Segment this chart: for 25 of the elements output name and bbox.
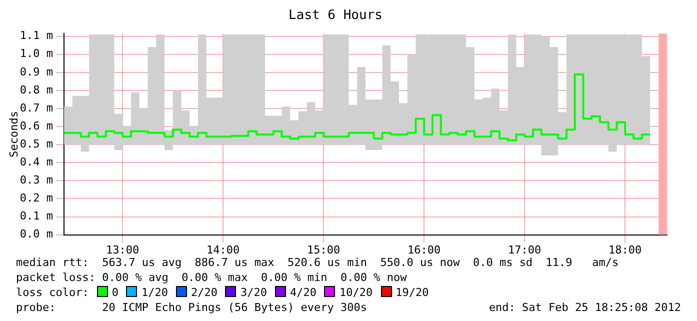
text: probe: 20 ICMP Echo Pings (56 Bytes) every 300s [16, 301, 367, 314]
text: packet loss: 0.00 % avg 0.00 % max 0.00 % min 0.00 % now [16, 270, 408, 285]
y-tick-label: 0.2 m [20, 192, 54, 205]
y-tick-label: 0.7 m [20, 101, 54, 114]
y-axis-title: Seconds [7, 111, 20, 158]
y-tick-label: 0.6 m [20, 119, 54, 132]
y-tick-label: 0.1 m [20, 210, 54, 223]
y-tick-label: 0.5 m [20, 137, 54, 150]
y-tick-label: 1.1 m [20, 29, 54, 42]
x-tick-label: 13:00 [106, 243, 140, 256]
y-tick-label: 0.9 m [20, 65, 54, 78]
x-tick-label: 18:00 [608, 243, 642, 256]
y-tick-label: 0.4 m [20, 155, 54, 168]
text: median rtt: 563.7 us avg 886.7 us max 520.6 us min 550.0 us now 0.0 ms sd 11.9 am/s [16, 255, 620, 270]
text: loss color: 0 1/20 2/20 3/20 4/20 10/20 19/20 [16, 286, 429, 299]
y-tick-label: 0.3 m [20, 174, 54, 187]
x-tick-label: 17:00 [508, 243, 542, 256]
text: end: Sat Feb 25 18:25:08 2012 [488, 300, 681, 315]
y-tick-label: 0.8 m [20, 83, 54, 96]
x-tick-label: 16:00 [408, 243, 441, 256]
x-tick-label: 14:00 [206, 243, 240, 256]
x-tick-label: 15:00 [307, 243, 340, 256]
chart-title: Last 6 Hours [288, 8, 382, 24]
y-tick-label: 0.0 m [20, 228, 54, 241]
y-tick-label: 1.0 m [20, 47, 54, 60]
